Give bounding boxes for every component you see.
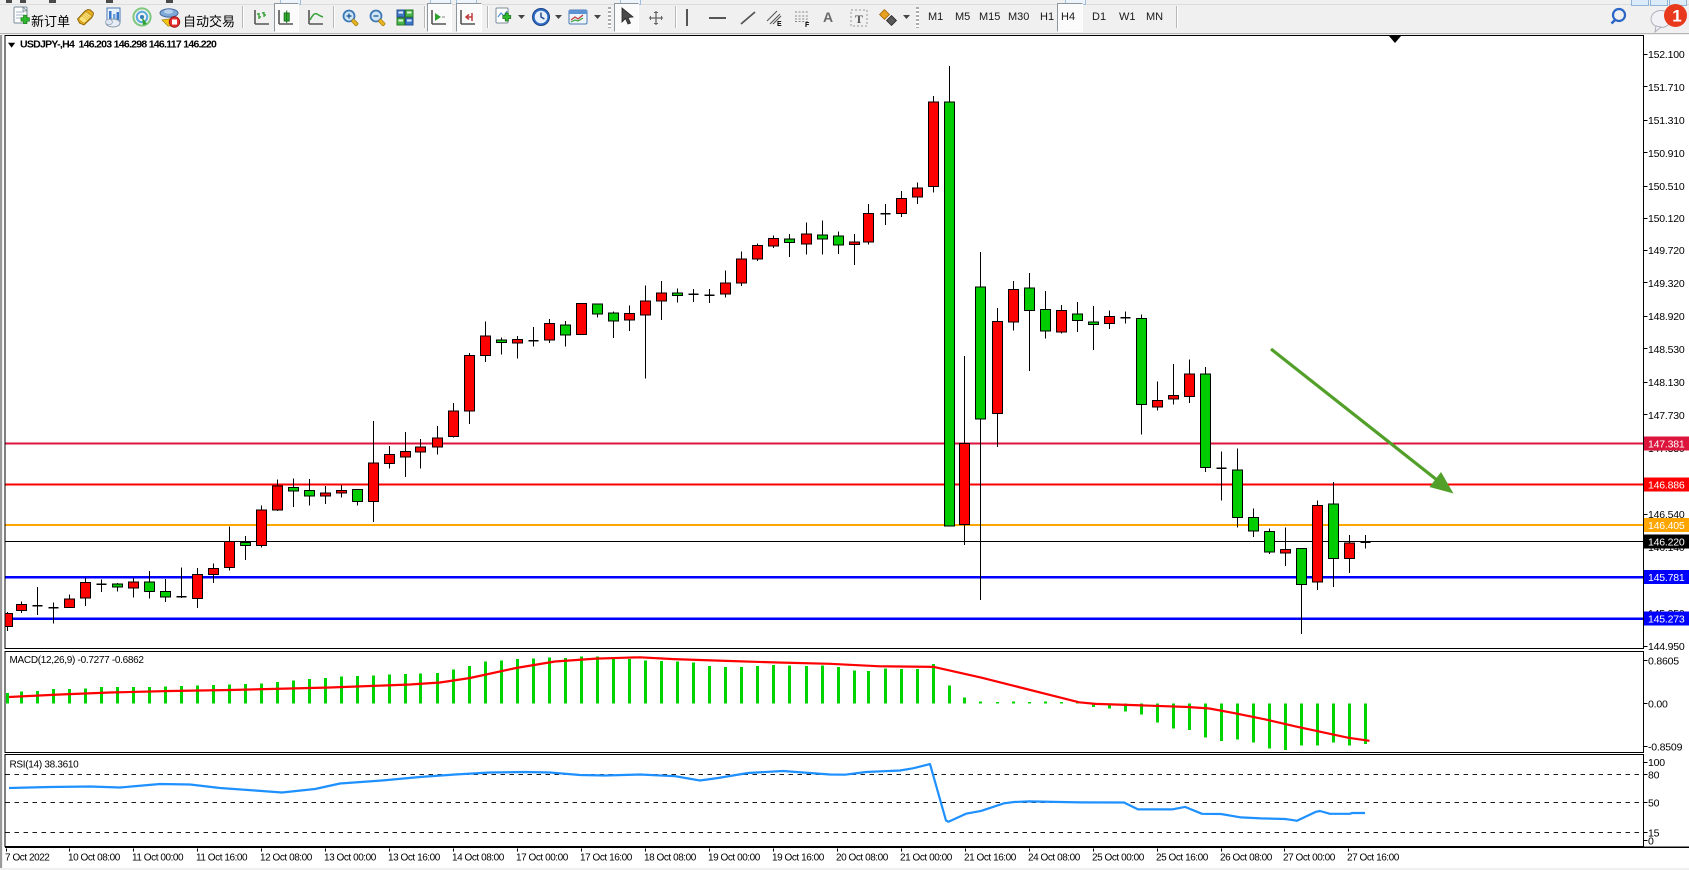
svg-text:17 Oct 00:00: 17 Oct 00:00 xyxy=(516,853,569,864)
svg-text:11 Oct 16:00: 11 Oct 16:00 xyxy=(196,853,248,864)
svg-text:E: E xyxy=(777,21,782,28)
svg-text:27 Oct 00:00: 27 Oct 00:00 xyxy=(1283,853,1336,864)
svg-text:1: 1 xyxy=(1672,7,1681,26)
svg-text:F: F xyxy=(805,22,810,28)
svg-text:148.530: 148.530 xyxy=(1648,344,1685,356)
svg-text:T: T xyxy=(855,12,863,26)
svg-text:RSI(14) 38.3610: RSI(14) 38.3610 xyxy=(10,760,80,771)
svg-text:100: 100 xyxy=(1648,757,1665,769)
svg-text:20 Oct 08:00: 20 Oct 08:00 xyxy=(836,853,889,864)
svg-text:152.100: 152.100 xyxy=(1648,49,1685,61)
svg-text:145.273: 145.273 xyxy=(1648,614,1685,626)
svg-text:148.920: 148.920 xyxy=(1648,311,1685,323)
svg-text:18 Oct 08:00: 18 Oct 08:00 xyxy=(644,853,697,864)
svg-text:26 Oct 08:00: 26 Oct 08:00 xyxy=(1220,853,1273,864)
svg-text:150.120: 150.120 xyxy=(1648,213,1685,225)
svg-text:50: 50 xyxy=(1648,797,1660,809)
svg-text:0.00: 0.00 xyxy=(1648,699,1668,711)
svg-text:MACD(12,26,9) -0.7277 -0.6862: MACD(12,26,9) -0.7277 -0.6862 xyxy=(10,655,145,666)
svg-text:11 Oct 00:00: 11 Oct 00:00 xyxy=(132,853,184,864)
svg-text:25 Oct 00:00: 25 Oct 00:00 xyxy=(1092,853,1145,864)
svg-text:147.381: 147.381 xyxy=(1648,439,1685,451)
svg-text:149.720: 149.720 xyxy=(1648,245,1685,257)
svg-text:146.220: 146.220 xyxy=(1648,537,1685,549)
svg-text:15: 15 xyxy=(1648,828,1660,840)
svg-text:21 Oct 16:00: 21 Oct 16:00 xyxy=(964,853,1017,864)
svg-text:13 Oct 00:00: 13 Oct 00:00 xyxy=(324,853,377,864)
svg-text:144.950: 144.950 xyxy=(1648,641,1685,653)
svg-text:24 Oct 08:00: 24 Oct 08:00 xyxy=(1028,853,1081,864)
svg-text:19 Oct 16:00: 19 Oct 16:00 xyxy=(772,853,825,864)
svg-text:149.320: 149.320 xyxy=(1648,278,1685,290)
svg-text:151.710: 151.710 xyxy=(1648,82,1685,94)
svg-text:80: 80 xyxy=(1648,770,1660,782)
svg-text:17 Oct 16:00: 17 Oct 16:00 xyxy=(580,853,633,864)
svg-text:146.405: 146.405 xyxy=(1648,520,1685,532)
svg-text:150.910: 150.910 xyxy=(1648,148,1685,160)
svg-text:145.781: 145.781 xyxy=(1648,572,1685,584)
svg-text:27 Oct 16:00: 27 Oct 16:00 xyxy=(1347,853,1400,864)
svg-text:USDJPY-,H4 146.203 146.298 14: USDJPY-,H4 146.203 146.298 146.117 146.2… xyxy=(20,39,217,51)
svg-text:7 Oct 2022: 7 Oct 2022 xyxy=(5,853,50,864)
svg-text:-0.8509: -0.8509 xyxy=(1648,742,1683,754)
svg-text:147.730: 147.730 xyxy=(1648,410,1685,422)
svg-text:12 Oct 08:00: 12 Oct 08:00 xyxy=(260,853,313,864)
svg-text:21 Oct 00:00: 21 Oct 00:00 xyxy=(900,853,953,864)
svg-text:19 Oct 00:00: 19 Oct 00:00 xyxy=(708,853,761,864)
svg-text:150.510: 150.510 xyxy=(1648,181,1685,193)
svg-text:14 Oct 08:00: 14 Oct 08:00 xyxy=(452,853,505,864)
svg-text:25 Oct 16:00: 25 Oct 16:00 xyxy=(1156,853,1209,864)
svg-text:148.130: 148.130 xyxy=(1648,377,1685,389)
svg-text:151.310: 151.310 xyxy=(1648,115,1685,127)
svg-text:146.886: 146.886 xyxy=(1648,480,1685,492)
svg-text:13 Oct 16:00: 13 Oct 16:00 xyxy=(388,853,441,864)
svg-text:0: 0 xyxy=(1648,836,1654,848)
svg-text:0.8605: 0.8605 xyxy=(1648,656,1679,668)
svg-text:10 Oct 08:00: 10 Oct 08:00 xyxy=(68,853,121,864)
